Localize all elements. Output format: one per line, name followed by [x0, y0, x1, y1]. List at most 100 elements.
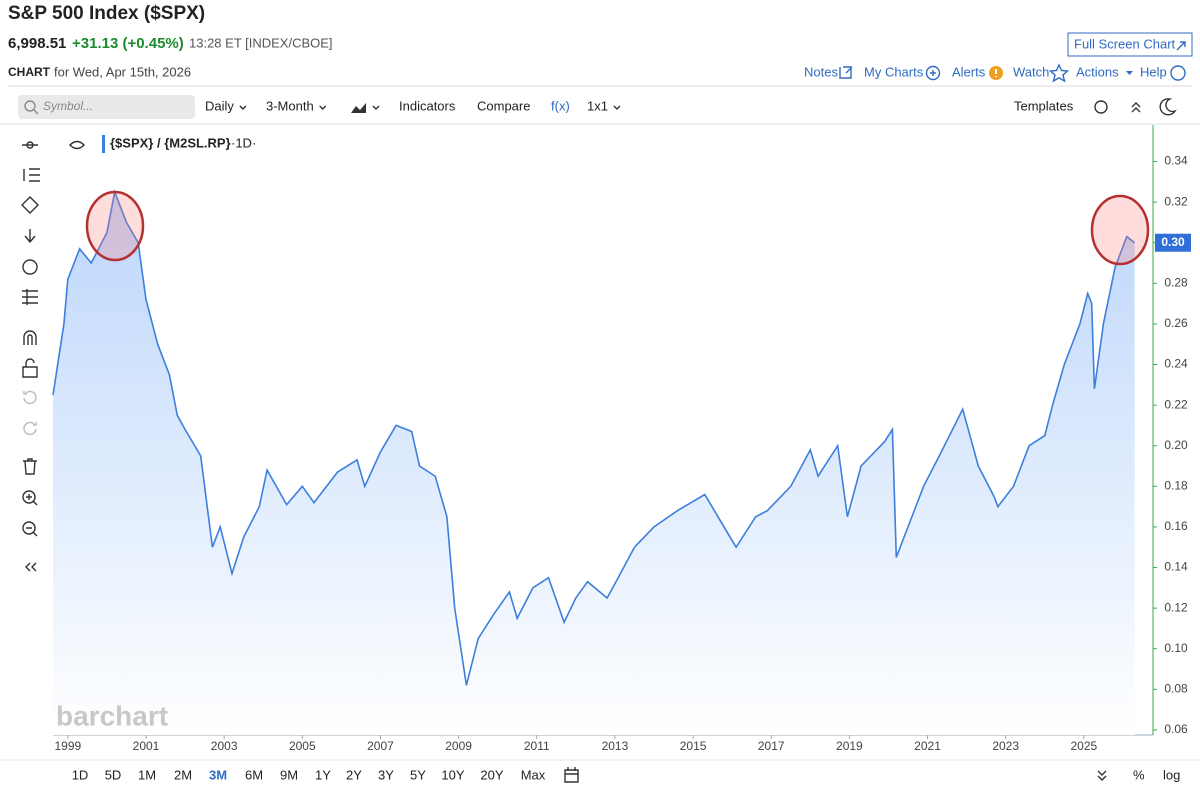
- tool-arrow[interactable]: [24, 229, 36, 244]
- x-tick-label: 2001: [133, 739, 160, 753]
- fullscreen-button[interactable]: [1067, 32, 1193, 57]
- tool-undo[interactable]: [23, 390, 37, 405]
- range-button[interactable]: 20Y: [480, 767, 503, 782]
- y-tick-label: 0.34: [1164, 154, 1188, 168]
- highlight-circle: [1090, 194, 1150, 266]
- legend-interval: ·1D·: [231, 135, 256, 150]
- toolbar-item[interactable]: Indicators: [399, 98, 456, 113]
- visibility-icon[interactable]: [69, 140, 85, 150]
- calendar-icon[interactable]: [564, 767, 579, 783]
- mycharts-icon: [925, 65, 941, 81]
- expand-icon[interactable]: [1097, 770, 1107, 781]
- range-button[interactable]: 2Y: [346, 767, 362, 782]
- highlight-circle: [85, 190, 145, 262]
- tool-count[interactable]: [22, 259, 38, 275]
- tool-zoom-in-mark: [26, 494, 38, 506]
- y-tick-label: 0.10: [1164, 641, 1188, 655]
- external-icon: [1176, 41, 1186, 51]
- watch-icon: [1048, 63, 1070, 83]
- chart: 0.06 0.08 0.10 0.12 0.14 0.16 0.18 0.20 0.22 0.24…: [52, 125, 1191, 753]
- fullscreen-label: Full Screen Chart: [1074, 36, 1176, 51]
- menu: Notes My Charts Alerts Watch Actions Help: [804, 64, 1167, 79]
- tool-fib[interactable]: [23, 168, 40, 182]
- collapse-icon[interactable]: [1131, 102, 1141, 113]
- price: 6,998.51: [8, 35, 66, 52]
- x-tick-label: 2013: [602, 739, 629, 753]
- settings-icon[interactable]: [1094, 100, 1108, 114]
- range-button[interactable]: 3Y: [378, 767, 394, 782]
- tool-lock[interactable]: [22, 358, 38, 378]
- chart-type-icon[interactable]: [351, 103, 366, 113]
- tool-redo[interactable]: [23, 421, 37, 436]
- menu-item[interactable]: My Charts: [864, 64, 924, 79]
- legend-swatch: [102, 135, 105, 153]
- templates[interactable]: Templates: [1014, 98, 1074, 113]
- range-button[interactable]: 3M: [209, 767, 227, 782]
- search-icon: [24, 100, 36, 112]
- tool-measure[interactable]: [22, 289, 38, 305]
- range-button[interactable]: 9M: [280, 767, 298, 782]
- change: +31.13 (+0.45%): [72, 35, 184, 52]
- x-tick-label: 2025: [1070, 739, 1097, 753]
- toolbar-item[interactable]: Daily: [205, 98, 234, 113]
- toolbar-item[interactable]: 3-Month: [266, 98, 314, 113]
- range-button[interactable]: Max: [521, 767, 546, 782]
- x-tick-label: 2021: [914, 739, 941, 753]
- left-toolbar: [21, 141, 40, 572]
- range-button[interactable]: 6M: [245, 767, 263, 782]
- help-icon: [1170, 65, 1186, 81]
- y-tick-label: 0.24: [1164, 357, 1188, 371]
- range-button[interactable]: 1M: [138, 767, 156, 782]
- tool-line[interactable]: [22, 141, 38, 149]
- range-button[interactable]: 1D: [72, 767, 89, 782]
- chart-date: for Wed, Apr 15th, 2026: [54, 64, 191, 79]
- notes-icon: [839, 66, 853, 79]
- tool-collapse[interactable]: [25, 562, 37, 572]
- percent-toggle[interactable]: %: [1133, 767, 1145, 782]
- x-tick-label: 1999: [54, 739, 81, 753]
- range-button[interactable]: 5D: [105, 767, 122, 782]
- tool-zoom-out[interactable]: [22, 521, 36, 535]
- log-toggle[interactable]: log: [1163, 767, 1180, 782]
- legend-label: {$SPX} / {M2SL.RP}: [110, 135, 231, 150]
- caret: [372, 105, 380, 110]
- title: S&P 500 Index ($SPX): [8, 3, 205, 24]
- current-value-box: [1155, 233, 1191, 252]
- range-button[interactable]: 2M: [174, 767, 192, 782]
- range-button[interactable]: 10Y: [441, 767, 464, 782]
- dark-mode-icon[interactable]: [1159, 98, 1177, 116]
- y-tick-label: 0.20: [1164, 438, 1188, 452]
- tool-magnet[interactable]: [23, 330, 37, 345]
- menu-item[interactable]: Watch: [1013, 64, 1049, 79]
- toolbar: Daily 3-Month Indicators Compare f(x) 1x1: [205, 98, 621, 113]
- range-button[interactable]: 5Y: [410, 767, 426, 782]
- tool-delete[interactable]: [23, 458, 37, 475]
- x-tick-label: 2011: [524, 739, 550, 753]
- toolbar-item[interactable]: 1x1: [587, 98, 608, 113]
- tool-zoom-in[interactable]: [22, 490, 36, 504]
- y-tick-label: 0.16: [1164, 519, 1188, 533]
- x-tick-label: 2023: [992, 739, 1019, 753]
- menu-item[interactable]: Help: [1140, 64, 1167, 79]
- range-bar: 1D 5D 1M 2M 3M 6M 9M 1Y 2Y 3Y 5Y 10Y 20Y Max: [72, 767, 546, 782]
- toolbar-item[interactable]: f(x): [551, 98, 570, 113]
- symbol-input[interactable]: [18, 95, 195, 119]
- y-tick-label: 0.32: [1164, 194, 1188, 208]
- x-tick-label: 2007: [367, 739, 394, 753]
- y-tick-label: 0.26: [1164, 316, 1188, 330]
- toolbar-item[interactable]: Compare: [477, 98, 530, 113]
- range-button[interactable]: 1Y: [315, 767, 331, 782]
- area: [53, 192, 1135, 735]
- menu-item[interactable]: Notes: [804, 64, 838, 79]
- x-tick-label: 2015: [680, 739, 707, 753]
- tool-shape[interactable]: [21, 196, 39, 214]
- x-tick-label: 2017: [758, 739, 785, 753]
- y-tick-label: 0.06: [1164, 722, 1188, 736]
- x-tick-label: 2009: [445, 739, 472, 753]
- menu-item[interactable]: Actions: [1076, 64, 1119, 79]
- chart-label: CHART: [8, 65, 51, 79]
- menu-item[interactable]: Alerts: [952, 64, 986, 79]
- mycharts-plus: [930, 70, 936, 76]
- actions-caret: [1126, 71, 1133, 75]
